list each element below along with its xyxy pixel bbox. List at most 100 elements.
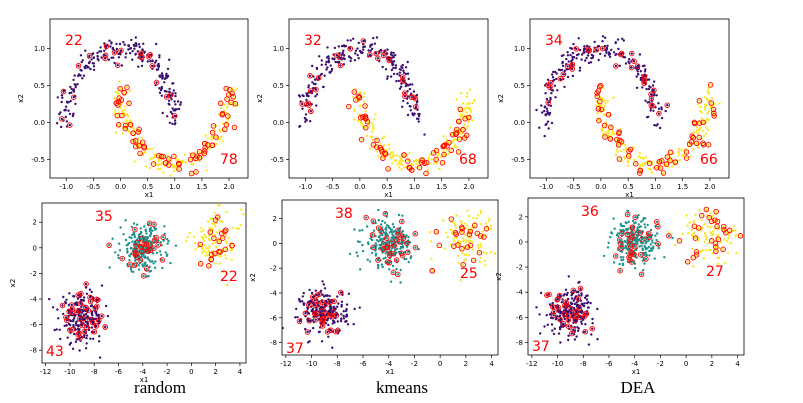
data-point [153,156,157,159]
data-point [301,300,304,303]
data-point [405,245,409,248]
data-point [462,263,465,266]
data-point [482,251,485,254]
data-point [323,74,326,77]
selected-marker [430,150,437,156]
caption-random: random [134,378,186,397]
data-point [149,226,153,229]
data-point [622,228,625,232]
data-point [62,312,65,316]
data-point [154,260,157,263]
data-point [430,158,433,161]
selected-marker [628,244,634,250]
data-point [314,95,317,98]
data-point [638,53,642,56]
data-point [460,222,463,225]
data-point [167,239,170,243]
data-point [645,238,648,241]
data-point [632,146,635,149]
selected-marker [196,154,203,161]
data-point [342,314,345,318]
data-point [119,226,122,229]
data-point [304,113,308,116]
selected-marker [560,71,567,78]
data-point [342,49,345,52]
data-point [449,126,452,129]
data-point [666,155,669,159]
data-point [552,314,555,317]
data-point [80,69,83,72]
x-tick-label: -4 [385,360,393,368]
data-point [92,65,96,68]
data-point [462,110,465,114]
data-point [170,98,173,101]
data-point [609,235,612,239]
selected-marker [214,214,221,220]
selected-marker [664,154,671,160]
data-point [694,131,698,134]
data-point [139,227,142,230]
x-axis-label: x1 [145,191,154,199]
selected-marker [570,287,577,294]
data-point [184,161,188,164]
data-point [388,147,391,150]
data-point [387,143,391,146]
data-point [166,67,170,71]
data-point [406,113,410,117]
series-lower-left-blob [535,275,599,346]
selected-marker [708,238,715,244]
data-point [89,300,92,303]
data-point [208,234,211,237]
data-point [414,232,417,235]
selected-marker [59,302,66,309]
data-point [452,245,456,248]
data-point [639,70,642,73]
data-point [644,226,647,229]
data-point [546,120,550,123]
data-point [154,228,157,231]
data-point [232,226,235,230]
data-point [161,76,164,79]
selected-marker [296,318,303,325]
data-point [711,251,714,255]
data-point [580,53,584,56]
data-point [182,160,185,163]
selected-upper-moon [59,43,178,128]
data-point [426,168,429,172]
selected-marker [363,214,369,221]
data-point [143,50,146,53]
data-point [706,225,709,228]
x-tick-label: 4 [489,360,494,368]
data-point [604,101,607,105]
selected-marker [153,235,160,241]
selected-marker [338,289,344,296]
data-point [619,222,622,226]
selected-marker [613,253,619,259]
data-point [125,119,128,122]
data-point [166,238,169,241]
data-point [699,250,702,253]
data-point [163,81,166,84]
data-point [51,306,55,309]
data-point [476,232,479,235]
data-point [606,99,609,103]
data-point [638,152,641,155]
data-point [310,309,314,312]
data-point [168,87,171,91]
data-point [705,97,709,100]
data-point [194,248,197,251]
data-point [463,108,466,111]
data-point [601,47,604,50]
selected-marker [710,106,717,113]
data-point [297,298,301,301]
selected-marker [613,63,619,69]
data-point [639,76,643,80]
data-point [578,48,582,52]
data-point [113,51,116,54]
selected-marker [703,206,710,213]
data-point [65,298,68,301]
data-point [326,318,329,322]
selected-marker [375,225,382,231]
data-point [603,124,606,127]
data-point [186,236,189,239]
